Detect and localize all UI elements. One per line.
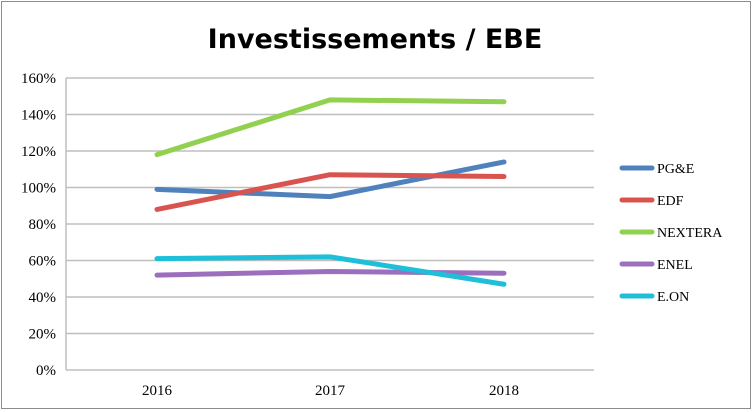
legend: PG&E EDF NEXTERA ENEL E.ON bbox=[619, 162, 723, 305]
legend-label: PG&E bbox=[657, 162, 694, 177]
series-lines bbox=[154, 97, 507, 287]
y-tick-label: 40% bbox=[29, 290, 57, 306]
gridlines bbox=[65, 77, 594, 371]
y-tick-label: 140% bbox=[21, 108, 56, 124]
y-tick-label: 20% bbox=[29, 327, 57, 343]
y-axis-ticks: 0% 20% 40% 60% 80% 100% 120% 140% 160% bbox=[21, 71, 56, 379]
y-tick-label: 80% bbox=[29, 217, 57, 233]
legend-label: NEXTERA bbox=[657, 226, 723, 241]
x-tick-label: 2018 bbox=[489, 383, 519, 399]
y-tick-label: 0% bbox=[36, 363, 56, 379]
legend-label: E.ON bbox=[657, 290, 689, 305]
y-tick-label: 120% bbox=[21, 144, 56, 160]
x-tick-label: 2016 bbox=[142, 383, 173, 399]
x-tick-label: 2017 bbox=[315, 383, 346, 399]
legend-label: EDF bbox=[657, 194, 684, 209]
legend-label: ENEL bbox=[657, 258, 693, 273]
chart-title: Investissements / EBE bbox=[208, 24, 543, 55]
y-tick-label: 60% bbox=[29, 254, 57, 270]
series-line-0 bbox=[154, 159, 507, 200]
y-tick-label: 160% bbox=[21, 71, 56, 87]
y-tick-label: 100% bbox=[21, 181, 56, 197]
x-axis-ticks: 2016 2017 2018 bbox=[142, 383, 519, 399]
series-line-2 bbox=[154, 97, 507, 158]
